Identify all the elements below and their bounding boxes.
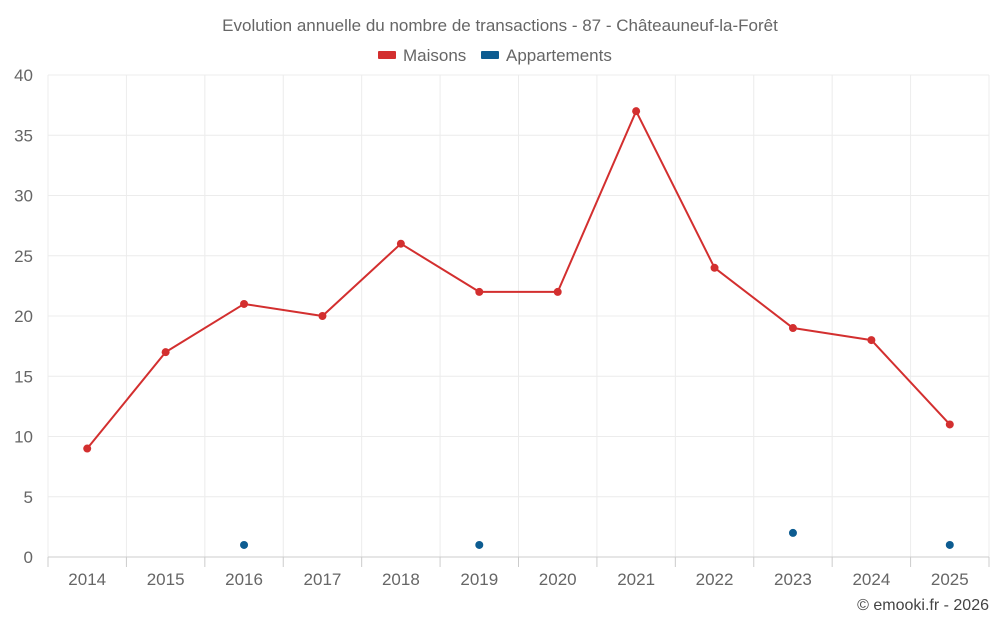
y-tick-label: 5 bbox=[24, 488, 33, 507]
x-tick-label: 2020 bbox=[539, 570, 577, 589]
y-tick-label: 20 bbox=[14, 307, 33, 326]
legend-label-maisons: Maisons bbox=[403, 46, 466, 65]
data-point-maisons-2021[interactable] bbox=[632, 107, 641, 116]
x-tick-label: 2023 bbox=[774, 570, 812, 589]
data-point-maisons-2022[interactable] bbox=[710, 263, 719, 272]
chart-credit: © emooki.fr - 2026 bbox=[857, 597, 989, 614]
legend-label-appartements: Appartements bbox=[506, 46, 612, 65]
series-layer bbox=[83, 107, 954, 549]
legend-swatch-appartements bbox=[481, 51, 499, 59]
data-point-maisons-2014[interactable] bbox=[83, 444, 92, 453]
x-tick-label: 2025 bbox=[931, 570, 969, 589]
data-point-maisons-2018[interactable] bbox=[396, 239, 405, 248]
x-tick-label: 2022 bbox=[696, 570, 734, 589]
data-point-maisons-2020[interactable] bbox=[553, 287, 562, 296]
y-axis: 0 5 10 15 20 25 30 35 40 bbox=[14, 66, 33, 567]
gridlines bbox=[47, 74, 990, 558]
legend-item-appartements[interactable]: Appartements bbox=[481, 46, 612, 65]
x-tick-label: 2017 bbox=[304, 570, 342, 589]
x-tick-label: 2016 bbox=[225, 570, 263, 589]
chart-title: Evolution annuelle du nombre de transact… bbox=[222, 16, 778, 35]
data-point-maisons-2023[interactable] bbox=[788, 324, 797, 333]
y-tick-label: 25 bbox=[14, 247, 33, 266]
x-tick-label: 2021 bbox=[617, 570, 655, 589]
y-tick-label: 40 bbox=[14, 66, 33, 85]
data-point-maisons-2016[interactable] bbox=[240, 299, 249, 308]
y-tick-label: 35 bbox=[14, 126, 33, 145]
data-point-maisons-2025[interactable] bbox=[945, 420, 954, 429]
legend-swatch-maisons bbox=[378, 51, 396, 59]
y-tick-label: 0 bbox=[24, 548, 33, 567]
data-point-appartements-2019[interactable] bbox=[475, 540, 484, 549]
x-tick-label: 2015 bbox=[147, 570, 185, 589]
series-maisons bbox=[83, 107, 954, 453]
y-tick-label: 30 bbox=[14, 187, 33, 206]
data-point-appartements-2023[interactable] bbox=[788, 528, 797, 537]
data-point-appartements-2016[interactable] bbox=[240, 540, 249, 549]
data-point-appartements-2025[interactable] bbox=[945, 540, 954, 549]
data-point-maisons-2017[interactable] bbox=[318, 312, 327, 320]
data-point-maisons-2015[interactable] bbox=[161, 348, 170, 357]
y-tick-label: 10 bbox=[14, 428, 33, 447]
x-axis: 2014 2015 2016 2017 2018 2019 2020 2021 2022 2023… bbox=[47, 557, 990, 589]
x-tick-label: 2024 bbox=[852, 570, 890, 589]
x-tick-label: 2019 bbox=[460, 570, 498, 589]
data-point-maisons-2019[interactable] bbox=[475, 287, 484, 296]
legend-item-maisons[interactable]: Maisons bbox=[378, 46, 466, 65]
x-tick-label: 2014 bbox=[68, 570, 106, 589]
data-point-maisons-2024[interactable] bbox=[867, 336, 876, 345]
legend: Maisons Appartements bbox=[378, 46, 612, 65]
series-line-maisons bbox=[86, 110, 951, 450]
x-tick-label: 2018 bbox=[382, 570, 420, 589]
series-appartements bbox=[240, 528, 954, 549]
y-tick-label: 15 bbox=[14, 367, 33, 386]
